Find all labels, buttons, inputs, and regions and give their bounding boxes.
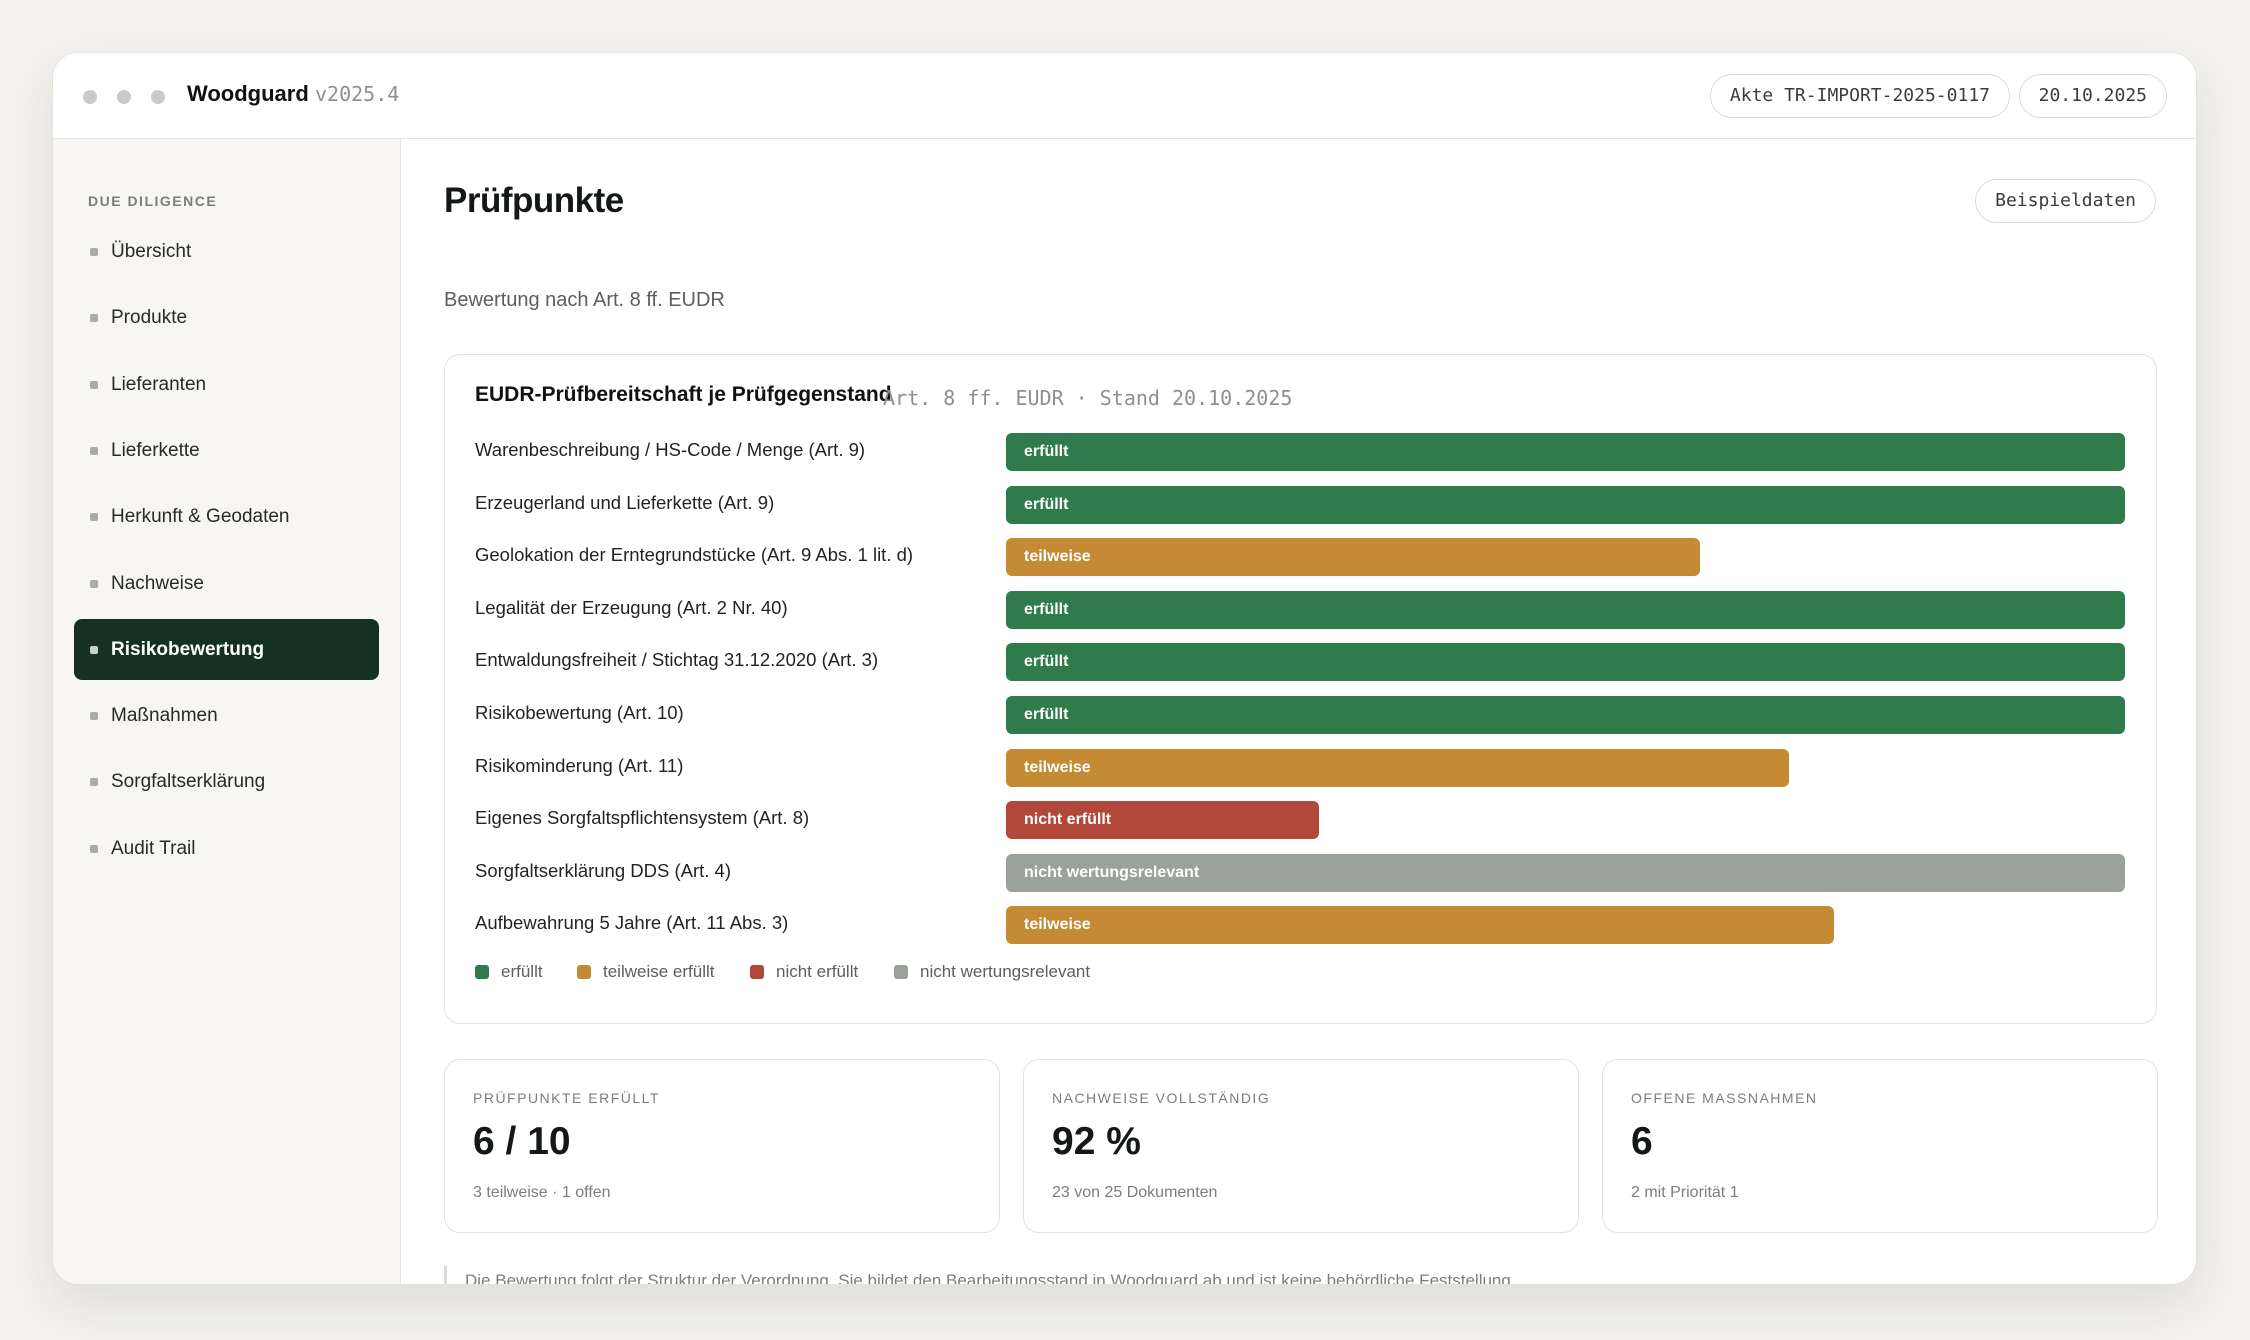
legend-label: nicht erfüllt xyxy=(776,962,859,981)
sidebar-item-label: Lieferanten xyxy=(111,373,207,395)
main-content: Prüfpunkte Bewertung nach Art. 8 ff. EUD… xyxy=(402,139,2196,1284)
app-version: v2025.4 xyxy=(315,82,400,106)
sidebar-item-label: Sorgfaltserklärung xyxy=(111,771,266,793)
sidebar-section-title: DUE DILIGENCE xyxy=(88,193,218,209)
bullet-icon xyxy=(90,248,98,256)
bullet-icon xyxy=(90,380,98,389)
window-dot-icon[interactable] xyxy=(117,90,131,104)
bar[interactable]: erfüllt xyxy=(1006,643,2125,682)
bar-label: Risikominderung (Art. 11) xyxy=(475,754,684,776)
kpi-sub: 2 mit Priorität 1 xyxy=(1631,1184,1739,1201)
kpi-value: 6 xyxy=(1631,1120,1653,1163)
chart-title: EUDR-Prüfbereitschaft je Prüfgegenstand xyxy=(475,383,892,406)
bar-label: Legalität der Erzeugung (Art. 2 Nr. 40) xyxy=(475,596,788,618)
bullet-icon xyxy=(90,844,98,853)
kpi-value: 92 % xyxy=(1052,1120,1141,1163)
sidebar-item-label: Produkte xyxy=(111,307,188,329)
bar-label: Sorgfaltserklärung DDS (Art. 4) xyxy=(475,859,732,881)
chart-subtitle: Art. 8 ff. EUDR · Stand 20.10.2025 xyxy=(883,386,1293,410)
readiness-chart: EUDR-Prüfbereitschaft je Prüfgegenstand … xyxy=(444,354,2157,1024)
bar[interactable]: erfüllt xyxy=(1006,433,2125,471)
kpi-sub: 3 teilweise · 1 offen xyxy=(473,1184,611,1201)
sidebar-item-label: Herkunft & Geodaten xyxy=(111,506,290,528)
app-name: Woodguard xyxy=(187,81,309,106)
legend-swatch xyxy=(750,965,764,979)
app-window: Woodguard v2025.4 Akte TR-IMPORT-2025-01… xyxy=(52,52,2197,1285)
page-title: Prüfpunkte xyxy=(444,181,624,220)
bullet-icon xyxy=(90,778,98,787)
bar-label: Geolokation der Erntegrundstücke (Art. 9… xyxy=(475,544,914,566)
sample-data-button[interactable]: Beispieldaten xyxy=(1975,179,2156,223)
bar-label: Erzeugerland und Lieferkette (Art. 9) xyxy=(475,491,775,513)
bullet-icon xyxy=(90,314,98,323)
sidebar-item[interactable]: Audit Trail xyxy=(74,818,379,879)
sidebar-item-label: Risikobewertung xyxy=(111,638,265,660)
sidebar-item[interactable]: Lieferkette xyxy=(74,420,379,481)
legend-swatch xyxy=(577,965,591,979)
bar[interactable]: teilweise xyxy=(1006,748,1790,787)
kpi-card: PRÜFPUNKTE ERFÜLLT 6 / 10 3 teilweise · 1 … xyxy=(444,1059,1000,1233)
bar-label: Warenbeschreibung / HS-Code / Menge (Art… xyxy=(475,439,866,460)
legend-swatch xyxy=(894,965,908,979)
kpi-card: NACHWEISE VOLLSTÄNDIG 92 % 23 von 25 Dokum… xyxy=(1023,1059,1579,1233)
bullet-icon xyxy=(90,645,98,654)
bar[interactable]: nicht erfüllt xyxy=(1006,801,1320,840)
sidebar-item[interactable]: Übersicht xyxy=(74,221,379,282)
title-bar: Woodguard v2025.4 Akte TR-IMPORT-2025-01… xyxy=(53,53,2196,139)
sidebar-item[interactable]: Produkte xyxy=(74,287,379,348)
date-chip[interactable]: 20.10.2025 xyxy=(2018,74,2167,118)
legend-label: erfüllt xyxy=(501,962,543,981)
kpi-label: NACHWEISE VOLLSTÄNDIG xyxy=(1052,1090,1271,1106)
kpi-label: OFFENE MASSNAHMEN xyxy=(1631,1090,1818,1106)
kpi-sub: 23 von 25 Dokumenten xyxy=(1052,1184,1218,1201)
window-dot-icon[interactable] xyxy=(151,90,165,104)
bar-label: Risikobewertung (Art. 10) xyxy=(475,702,684,723)
sidebar-item[interactable]: Nachweise xyxy=(74,553,379,614)
file-chip[interactable]: Akte TR-IMPORT-2025-0117 xyxy=(1709,74,2010,118)
bullet-icon xyxy=(90,712,98,721)
kpi-value: 6 / 10 xyxy=(473,1120,571,1163)
sidebar-item[interactable]: Maßnahmen xyxy=(74,685,379,746)
page-subtitle: Bewertung nach Art. 8 ff. EUDR xyxy=(444,289,725,311)
kpi-card: OFFENE MASSNAHMEN 6 2 mit Priorität 1 xyxy=(1602,1059,2158,1233)
footnote: Die Bewertung folgt der Struktur der Ver… xyxy=(444,1266,1516,1284)
window-dot-icon[interactable] xyxy=(83,90,97,104)
bar[interactable]: nicht wertungsrelevant xyxy=(1006,853,2125,892)
legend-label: nicht wertungsrelevant xyxy=(920,962,1091,981)
bar[interactable]: erfüllt xyxy=(1006,590,2125,629)
sidebar-item-label: Nachweise xyxy=(111,572,204,594)
bar[interactable]: erfüllt xyxy=(1006,485,2125,524)
kpi-label: PRÜFPUNKTE ERFÜLLT xyxy=(473,1090,660,1106)
bar[interactable]: erfüllt xyxy=(1006,696,2125,734)
bar[interactable]: teilweise xyxy=(1006,906,1835,945)
bullet-icon xyxy=(90,446,98,455)
sidebar-item[interactable]: Lieferanten xyxy=(74,354,379,415)
sidebar-item[interactable]: Risikobewertung xyxy=(74,618,379,680)
sidebar-item[interactable]: Herkunft & Geodaten xyxy=(74,486,379,547)
legend-label: teilweise erfüllt xyxy=(603,962,715,981)
sidebar-item-label: Maßnahmen xyxy=(111,705,218,727)
sidebar-item-label: Audit Trail xyxy=(111,837,196,859)
bullet-icon xyxy=(90,579,98,588)
bar-label: Aufbewahrung 5 Jahre (Art. 11 Abs. 3) xyxy=(475,912,789,934)
bar-label: Eigenes Sorgfaltspflichtensystem (Art. 8… xyxy=(475,807,810,829)
sidebar-item[interactable]: Sorgfaltserklärung xyxy=(74,751,379,812)
legend-swatch xyxy=(475,965,489,979)
sidebar-item-label: Lieferkette xyxy=(111,439,200,461)
sidebar: DUE DILIGENCE Übersicht Produkte Lieferant… xyxy=(53,139,401,1284)
bar[interactable]: teilweise xyxy=(1006,538,1700,577)
bar-label: Entwaldungsfreiheit / Stichtag 31.12.202… xyxy=(475,649,879,671)
bullet-icon xyxy=(90,513,98,522)
sidebar-item-label: Übersicht xyxy=(111,241,192,262)
